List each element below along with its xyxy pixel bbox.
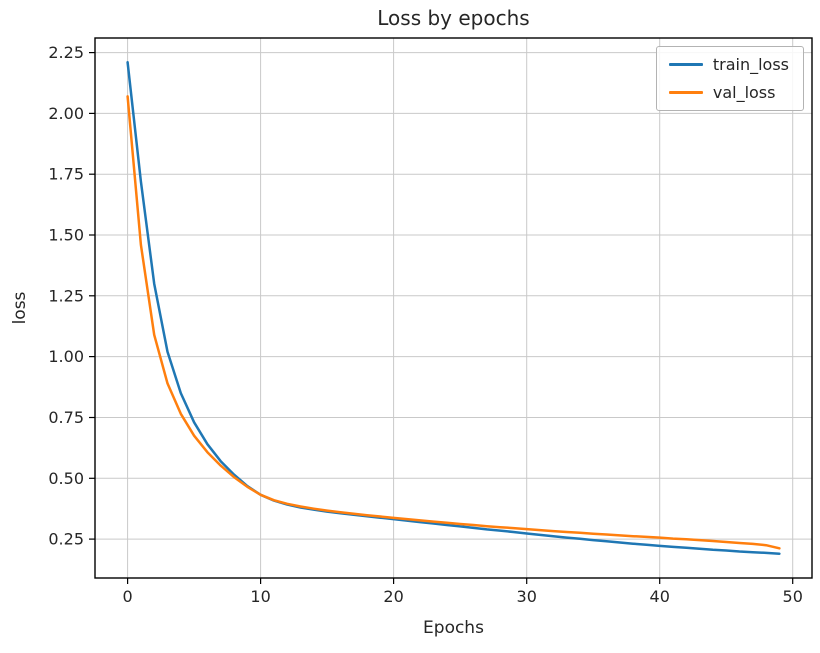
x-tick-label: 20 xyxy=(383,587,403,606)
y-tick-label: 1.25 xyxy=(48,286,84,305)
x-tick-label: 50 xyxy=(783,587,803,606)
x-tick-label: 30 xyxy=(517,587,537,606)
legend: train_loss val_loss xyxy=(655,46,804,111)
y-tick-label: 0.75 xyxy=(48,408,84,427)
x-axis-ticks: 0 10 20 30 40 50 xyxy=(123,578,803,606)
legend-label-val-loss: val_loss xyxy=(712,83,776,102)
y-tick-label: 2.00 xyxy=(48,104,84,123)
train-loss-line xyxy=(126,61,781,555)
grid-lines xyxy=(95,38,812,578)
legend-label-train-loss: train_loss xyxy=(712,55,789,74)
y-tick-label: 1.50 xyxy=(48,226,84,245)
chart-title: Loss by epochs xyxy=(377,6,530,30)
y-tick-label: 0.50 xyxy=(48,469,84,488)
x-tick-label: 10 xyxy=(250,587,270,606)
y-tick-label: 1.00 xyxy=(48,347,84,366)
legend-item-train-loss: train_loss xyxy=(668,55,789,74)
x-tick-label: 0 xyxy=(123,587,133,606)
x-tick-label: 40 xyxy=(650,587,670,606)
legend-item-val-loss: val_loss xyxy=(668,83,789,102)
y-axis-label: loss xyxy=(10,291,30,325)
val-loss-line xyxy=(126,95,781,550)
x-axis-label: Epochs xyxy=(423,618,484,638)
y-tick-label: 2.25 xyxy=(48,43,84,62)
y-tick-label: 0.25 xyxy=(48,530,84,549)
axes-spines xyxy=(94,37,813,579)
y-tick-label: 1.75 xyxy=(48,165,84,184)
val-loss-line-swatch xyxy=(668,91,703,94)
y-axis-ticks: 0.25 0.50 0.75 1.00 1.25 1.50 1.75 2.00 2.25 xyxy=(48,43,95,549)
train-loss-line-swatch xyxy=(668,63,703,66)
